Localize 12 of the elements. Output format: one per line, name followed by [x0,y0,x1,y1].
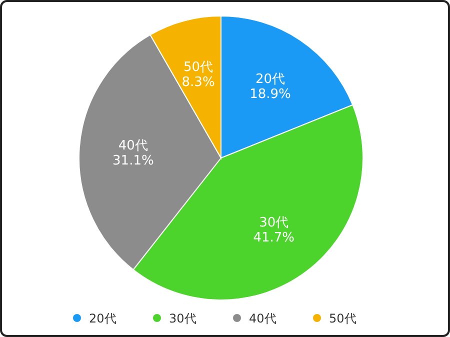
legend-label: 50代 [329,312,356,326]
data-label: 31.1% [112,154,154,169]
slice-label: 20代 [255,72,286,88]
legend-label: 40代 [249,312,276,326]
data-label: 8.3% [182,74,215,90]
slice-label: 50代 [184,60,214,75]
slice-label: 30代 [259,215,289,230]
data-label: 18.9% [250,87,291,102]
legend-label: 20代 [89,312,116,326]
legend-label: 30代 [169,312,196,326]
data-label: 41.7% [253,230,295,246]
slice-label: 40代 [118,138,148,154]
